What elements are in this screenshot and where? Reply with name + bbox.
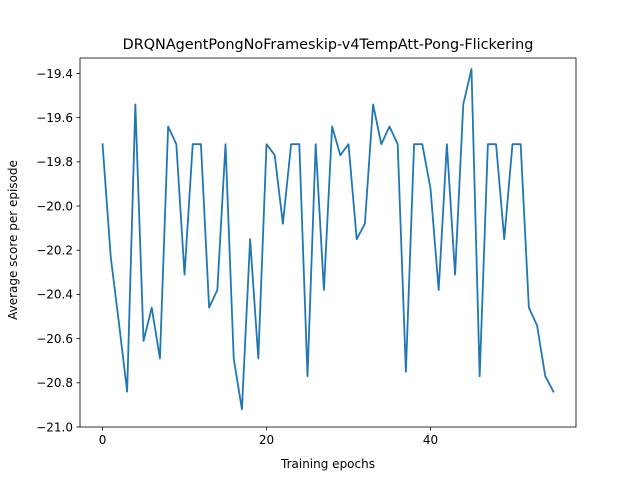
x-tick-label: 40 (423, 433, 438, 447)
x-axis-label: Training epochs (280, 457, 375, 471)
y-tick-label: −20.0 (36, 199, 73, 213)
y-tick-label: −19.6 (36, 111, 73, 125)
chart-title: DRQNAgentPongNoFrameskip-v4TempAtt-Pong-… (123, 37, 534, 53)
y-tick-label: −20.8 (36, 376, 73, 390)
y-axis-label: Average score per episode (6, 160, 20, 320)
y-tick-label: −19.4 (36, 67, 73, 81)
y-tick-label: −20.4 (36, 288, 73, 302)
y-tick-label: −20.2 (36, 244, 73, 258)
y-tick-label: −21.0 (36, 420, 73, 434)
x-tick-label: 0 (99, 433, 107, 447)
y-tick-label: −20.6 (36, 332, 73, 346)
x-tick-label: 20 (259, 433, 274, 447)
y-tick-label: −19.8 (36, 155, 73, 169)
